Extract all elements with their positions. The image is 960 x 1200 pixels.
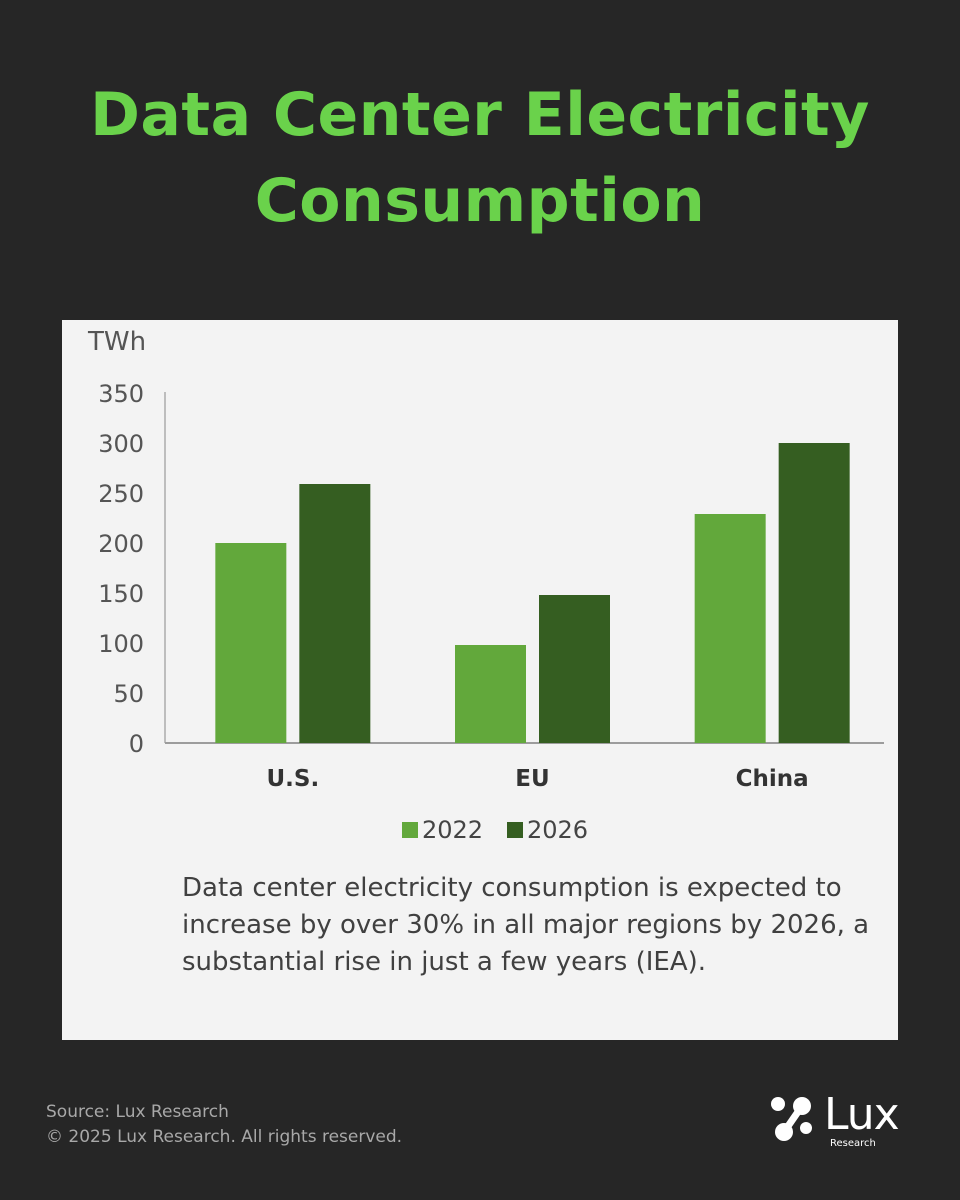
bar-china-2026 [778,443,850,743]
y-tick-label: 50 [113,680,144,708]
x-tick-label: EU [515,766,549,792]
x-tick-label: China [736,766,809,792]
y-axis-label: TWh [87,327,146,357]
page-title-line-2: Consumption [254,166,706,236]
lux-research-logo: Lux Research [768,1090,918,1154]
legend-label-2022: 2022 [422,816,483,844]
source-text: Source: Lux Research [46,1102,229,1122]
y-tick-label: 300 [98,430,144,458]
logo-mark-icon [771,1097,812,1141]
legend-label-2026: 2026 [527,816,588,844]
y-tick-label: 100 [98,630,144,658]
y-tick-label: 150 [98,580,144,608]
chart-caption: Data center electricity consumption is e… [182,873,870,977]
footer: Source: Lux Research © 2025 Lux Research… [46,1100,402,1150]
bar-china-2022 [694,514,766,743]
copyright-text: © 2025 Lux Research. All rights reserved… [46,1127,403,1147]
page-title: Data Center Electricity Consumption [0,72,960,244]
bar-us-2022 [215,543,287,743]
bar-eu-2022 [455,645,526,743]
y-tick-label: 250 [98,480,144,508]
legend-swatch-2026 [507,822,523,838]
logo-wordmark: Lux [824,1089,900,1140]
x-tick-label: U.S. [266,766,319,792]
x-axis-labels: U.S. EU China [266,766,808,792]
logo-subtext: Research [830,1138,876,1149]
bar-us-2026 [299,484,371,743]
y-tick-label: 350 [98,380,144,408]
legend: 2022 2026 [402,816,588,844]
bar-chart: TWh 0 50 100 150 200 250 300 350 U.S. EU China 20… [87,327,884,844]
bars [215,443,850,743]
y-tick-label: 0 [129,730,144,758]
page-title-line-1: Data Center Electricity [90,80,870,150]
legend-swatch-2022 [402,822,418,838]
y-tick-label: 200 [98,530,144,558]
bar-eu-2026 [539,595,610,743]
y-axis-ticks: 0 50 100 150 200 250 300 350 [98,380,144,758]
chart-panel: TWh 0 50 100 150 200 250 300 350 U.S. EU China 20… [62,320,898,1040]
